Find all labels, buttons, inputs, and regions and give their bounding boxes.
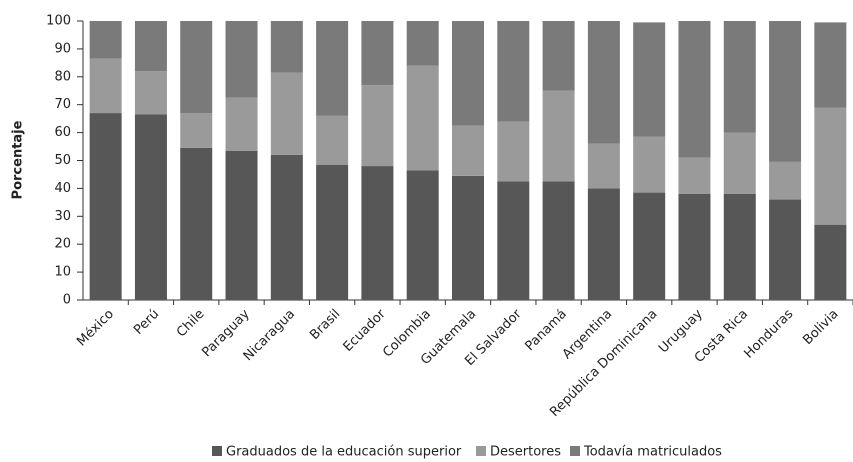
bar-segment <box>270 21 303 73</box>
bar-segment <box>678 21 711 158</box>
bar-segment <box>497 21 530 122</box>
bar-segment <box>678 157 711 194</box>
legend-swatch <box>570 446 580 456</box>
bar-segment <box>225 21 258 98</box>
bar-segment <box>587 21 620 144</box>
bar-segment <box>542 21 575 91</box>
bar-segment <box>361 166 394 300</box>
y-tick-label: 60 <box>54 125 71 140</box>
bar-segment <box>406 65 439 171</box>
bar-segment <box>542 90 575 182</box>
bar-segment <box>89 113 122 300</box>
bar-segment <box>316 115 349 165</box>
bar-segment <box>769 21 802 162</box>
x-tick-label: Perú <box>131 307 162 338</box>
legend-label: Graduados de la educación superior <box>226 445 462 460</box>
bar-segment <box>723 132 756 194</box>
bar-segment <box>452 175 484 300</box>
bar-segment <box>633 136 666 193</box>
bar-segment <box>587 188 620 300</box>
bar-segment <box>814 22 847 108</box>
bar-segment <box>134 21 167 72</box>
bar-segment <box>587 143 620 189</box>
bar-segment <box>769 199 802 300</box>
bar-segment <box>497 181 530 300</box>
bar-segment <box>542 181 575 300</box>
bar-segment <box>180 147 213 300</box>
bar-segment <box>89 58 122 114</box>
y-tick-label: 70 <box>54 97 71 112</box>
legend-label: Desertores <box>490 445 561 460</box>
bar-segment <box>270 154 303 300</box>
x-tick-label: Panamá <box>522 307 569 354</box>
legend-swatch <box>212 446 222 456</box>
x-tick-label: Honduras <box>742 307 797 362</box>
bar-segment <box>134 71 167 115</box>
bar-segment <box>406 21 439 66</box>
bar-segment <box>361 85 394 167</box>
y-tick-label: 30 <box>54 209 71 224</box>
bar-segment <box>814 224 847 300</box>
bar-segment <box>633 22 666 137</box>
y-tick-label: 10 <box>54 265 71 280</box>
bar-segment <box>361 21 394 86</box>
bar-segment <box>180 21 213 114</box>
x-tick-label: Bolivia <box>800 307 841 348</box>
bar-segment <box>316 164 349 300</box>
bar-segment <box>497 121 530 182</box>
bar-segment <box>134 114 167 300</box>
y-tick-label: 50 <box>54 153 71 168</box>
bar-segment <box>270 72 303 155</box>
bar-segment <box>723 21 756 133</box>
x-tick-label: México <box>74 307 117 350</box>
legend-label: Todavía matriculados <box>583 445 722 460</box>
y-tick-label: 80 <box>54 69 71 84</box>
bar-segment <box>633 192 666 300</box>
legend-swatch <box>476 446 486 456</box>
bar-segment <box>316 21 349 116</box>
bar-segment <box>723 193 756 300</box>
y-tick-label: 0 <box>63 293 71 308</box>
bar-segment <box>452 125 484 176</box>
bar-segment <box>180 113 213 148</box>
bar-segment <box>678 193 711 300</box>
bar-segment <box>225 150 258 300</box>
bar-segment <box>225 97 258 151</box>
x-tick-label: Chile <box>174 307 208 341</box>
bar-segment <box>89 21 122 59</box>
y-tick-label: 90 <box>54 41 71 56</box>
bar-segment <box>406 170 439 300</box>
y-tick-label: 20 <box>54 237 71 252</box>
y-axis-label: Porcentaje <box>11 120 26 199</box>
x-tick-label: Brasil <box>307 307 343 343</box>
bar-segment <box>769 161 802 200</box>
y-tick-label: 40 <box>54 181 71 196</box>
bar-segment <box>452 21 484 126</box>
y-tick-label: 100 <box>46 14 71 29</box>
bar-segment <box>814 107 847 225</box>
